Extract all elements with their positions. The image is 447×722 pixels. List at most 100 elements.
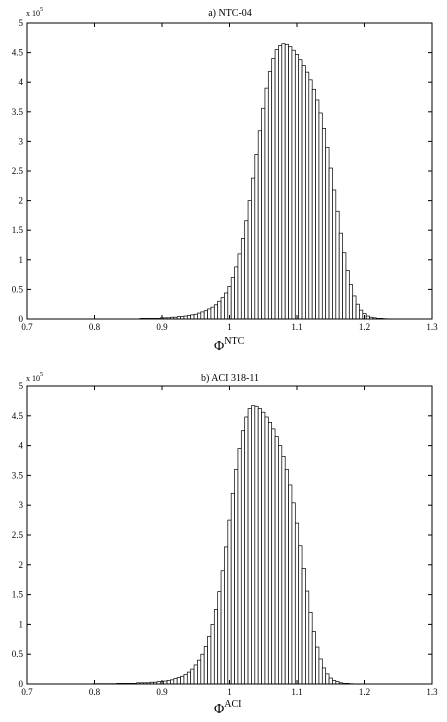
panel-b-bar [318, 658, 323, 685]
panel-a-bar [338, 232, 343, 320]
panel-a-bar [328, 167, 333, 320]
panel-a-bar [267, 71, 273, 320]
panel-b-bar [200, 653, 205, 685]
panel-a-y-multiplier: x 105 [26, 7, 43, 18]
panel-b-bar [247, 408, 252, 685]
panel-b-bar [298, 545, 303, 685]
panel-a-y-tick-label: 3.5 [12, 107, 24, 117]
panel-b-x-tick-label: 0.8 [89, 687, 101, 697]
panel-a-y-tick-label: 5 [19, 18, 24, 28]
panel-b-bar [294, 522, 300, 685]
panel-a-bar [288, 46, 293, 320]
panel-a-bar [315, 99, 320, 320]
panel-a-y-tick-label: 1.5 [12, 225, 24, 235]
panel-a-bar [298, 59, 303, 320]
panel-b-bar [197, 659, 202, 685]
panel-b-y-tick-label: 2 [19, 560, 24, 570]
panel-a-y-tick-label: 2 [19, 196, 24, 206]
panel-a-bar [352, 295, 357, 320]
panel-b-y-tick-label: 3.5 [12, 470, 24, 480]
panel-a-bar [345, 270, 350, 320]
panel-b-bar [284, 469, 289, 685]
panel-a-plot-area: 0.7 0.8 0.9 1 1.1 1.2 1.3 0 0.5 1 1.5 2 2.5 3 3.5 4 4.5 5 [12, 18, 438, 332]
panel-a-bar [264, 87, 269, 320]
panel-a-axes-box [26, 22, 433, 320]
panel-a-x-tick-label: 1.2 [359, 322, 370, 332]
panel-b-bar [332, 680, 337, 685]
panel-a-bar [278, 45, 283, 320]
panel-a-bar [294, 54, 300, 320]
panel-b-x-tick-label: 1.3 [426, 687, 438, 697]
panel-a-bar [251, 177, 256, 320]
panel-a-bar [254, 154, 259, 320]
panel-a-bar [332, 189, 337, 320]
panel-a-y-tick-label: 3 [19, 136, 24, 146]
panel-b-bar [321, 667, 327, 685]
panel-b-bar [274, 436, 279, 685]
panel-b-bar [220, 570, 225, 685]
panel-b-bar [180, 675, 185, 685]
panel-a-bar [305, 71, 310, 320]
panel-b-y-tick-label: 5 [19, 381, 24, 391]
panel-a-y-tick-label: 1 [19, 255, 24, 265]
panel-b-bar [288, 484, 293, 685]
panel-b-bar [328, 677, 333, 685]
panel-a-title: a) NTC-04 [208, 8, 252, 19]
panel-b-y-tick-label: 0.5 [12, 649, 24, 659]
panel-a-y-tick-label: 4.5 [12, 48, 24, 58]
panel-a-bar [261, 107, 266, 320]
panel-b-bar [234, 469, 239, 685]
panel-a-bar [271, 58, 276, 320]
panel-a-bar [318, 112, 323, 320]
panel-b: b) ACI 318-11 x 105 0.7 0.8 0.9 1 1.1 1.2 1.30… [12, 372, 438, 717]
panel-a-bar [227, 286, 232, 320]
panel-a-bar [213, 304, 219, 320]
panel-a-bar [224, 292, 229, 320]
panel-b-bar [230, 492, 235, 685]
panel-b-y-tick-label: 2.5 [12, 530, 24, 540]
panel-b-x-tick-label: 1 [227, 687, 232, 697]
panel-b-bar [217, 591, 222, 685]
panel-b-x-tick-label: 0.7 [21, 687, 33, 697]
panel-a: a) NTC-04 x 105 0.7 0.8 0.9 1 1.1 1.2 1.3 0 0.5 1… [12, 7, 438, 354]
panel-b-bar [166, 680, 171, 685]
panel-a-bar [355, 303, 360, 320]
panel-a-x-tick-label: 0.7 [21, 322, 33, 332]
panel-b-bar [186, 671, 192, 685]
panel-a-bar [230, 277, 235, 320]
panel-b-bar [183, 674, 188, 685]
panel-a-x-tick-label: 1.1 [291, 322, 302, 332]
panel-b-y-tick-label: 1 [19, 619, 24, 629]
panel-a-y-tick-label: 2.5 [12, 166, 24, 176]
panel-b-bar [170, 679, 175, 685]
panel-a-y-tick-label: 0.5 [12, 284, 24, 294]
panel-a-x-axis-label: ΦNTC [214, 336, 245, 354]
panel-b-bar [325, 673, 330, 685]
panel-b-y-tick-label: 3 [19, 500, 24, 510]
panel-a-bar [257, 130, 262, 320]
panel-a-bar [308, 79, 313, 320]
panel-b-bar [224, 546, 229, 685]
panel-a-bar [193, 313, 198, 320]
panel-a-bar [210, 306, 215, 320]
panel-a-bar [207, 308, 212, 320]
panel-b-bar [210, 624, 215, 685]
panel-b-bar [254, 405, 259, 685]
panel-a-bar [291, 49, 296, 320]
panel-b-bar [173, 678, 178, 685]
panel-a-bar [217, 300, 222, 320]
panel-b-bar [311, 631, 316, 685]
panel-a-x-tick-label: 0.8 [89, 322, 101, 332]
panel-a-x-tick-label: 0.9 [156, 322, 168, 332]
panel-b-bar [301, 568, 306, 685]
panel-b-bar [305, 590, 310, 685]
panel-b-bar [267, 422, 273, 685]
panel-a-bar [301, 65, 306, 320]
panel-a-y-tick-label: 0 [19, 314, 24, 324]
panel-a-bar [197, 312, 202, 320]
panel-b-bar [176, 677, 181, 685]
panel-b-y-tick-label: 0 [19, 679, 24, 689]
panel-b-plot-area: 0.7 0.8 0.9 1 1.1 1.2 1.3 0 0.5 1 1.5 2 2.5 3 3.5 4 4.5 5 [12, 381, 438, 697]
panel-b-bar [190, 668, 195, 685]
panel-a-bar [240, 238, 246, 320]
